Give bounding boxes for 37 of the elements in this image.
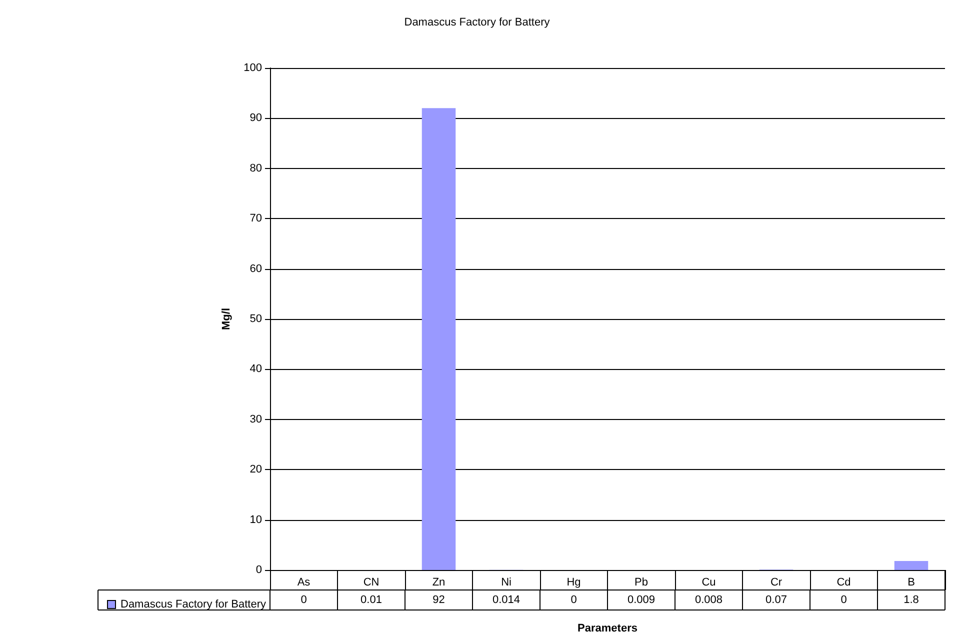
x-tick-label: Pb — [634, 576, 648, 588]
bar — [894, 560, 928, 570]
y-tick-label: 40 — [250, 363, 262, 376]
data-label: 0 — [570, 594, 577, 606]
x-tick-label: CN — [363, 576, 380, 588]
data-label: 0.009 — [627, 594, 656, 606]
x-tick-label: Ni — [501, 576, 512, 588]
data-label: 0.014 — [492, 594, 520, 606]
y-tick-label: 80 — [250, 162, 262, 174]
data-label: 0 — [300, 594, 307, 606]
y-axis-title: Mg/l — [220, 308, 232, 330]
y-tick-label: 30 — [250, 413, 262, 426]
y-tick-label: 10 — [250, 514, 262, 526]
x-tick-label: Cu — [702, 576, 716, 588]
x-tick-label: B — [908, 576, 915, 588]
y-tick-label: 100 — [244, 62, 262, 74]
y-tick-label: 70 — [250, 212, 262, 225]
chart-title: Damascus Factory for Battery — [404, 16, 550, 28]
data-label: 0.01 — [360, 594, 382, 606]
y-tick-label: 90 — [250, 112, 262, 124]
x-tick-label: As — [297, 576, 311, 588]
x-tick-label: Zn — [432, 576, 446, 588]
x-tick-label: Cd — [836, 576, 851, 588]
x-tick-label: Cr — [770, 576, 782, 588]
data-label: 92 — [432, 594, 445, 606]
data-label: 1.8 — [904, 594, 919, 606]
bar — [422, 108, 456, 570]
data-label: 0.008 — [694, 594, 723, 606]
y-tick-label: 60 — [250, 262, 262, 275]
legend-label: Damascus Factory for Battery — [120, 598, 266, 610]
x-axis-title: Parameters — [578, 622, 638, 634]
y-tick-label: 0 — [256, 564, 262, 576]
data-label: 0 — [840, 594, 847, 606]
y-tick-label: 20 — [250, 464, 262, 476]
y-tick-label: 50 — [250, 313, 262, 325]
data-label: 0.07 — [766, 594, 787, 606]
x-tick-label: Hg — [566, 576, 581, 588]
